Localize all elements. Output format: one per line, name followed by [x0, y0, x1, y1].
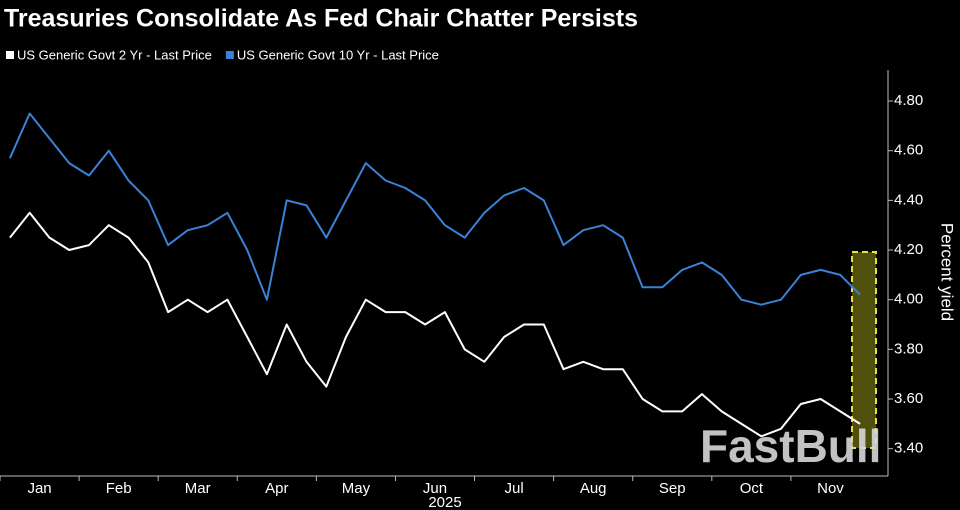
x-tick-label: Jan — [27, 480, 51, 497]
x-tick-label: Mar — [185, 480, 211, 497]
legend-label: US Generic Govt 10 Yr - Last Price — [237, 47, 439, 62]
y-tick-label: 3.40 — [894, 440, 923, 457]
y-tick-label: 4.80 — [894, 92, 923, 109]
y-tick-label: 3.60 — [894, 390, 923, 407]
y-tick-label: 4.20 — [894, 241, 923, 258]
y-tick-label: 4.40 — [894, 191, 923, 208]
x-tick-label: Nov — [817, 480, 844, 497]
chart-title: Treasuries Consolidate As Fed Chair Chat… — [4, 5, 638, 33]
y-tick-label: 3.80 — [894, 340, 923, 357]
y-tick-label: 4.60 — [894, 142, 923, 159]
x-tick-label: Oct — [740, 480, 764, 497]
x-tick-label: Jul — [504, 480, 523, 497]
legend-label: US Generic Govt 2 Yr - Last Price — [17, 47, 212, 62]
x-tick-label: Sep — [659, 480, 686, 497]
x-tick-label: Apr — [265, 480, 288, 497]
series-line — [9, 211, 861, 438]
y-tick-label: 4.00 — [894, 291, 923, 308]
x-tick-label: Jun — [423, 480, 447, 497]
y-axis-title: Percent yield — [938, 223, 957, 321]
x-tick-label: Feb — [106, 480, 132, 497]
legend-swatch — [225, 51, 234, 59]
x-tick-label: Aug — [580, 480, 607, 497]
x-tick-label: May — [342, 480, 371, 497]
series-line — [8, 112, 861, 306]
watermark: FastBull — [700, 420, 881, 472]
legend-swatch — [6, 51, 14, 59]
year-label: 2025 — [428, 494, 461, 510]
highlight-box — [851, 251, 877, 449]
